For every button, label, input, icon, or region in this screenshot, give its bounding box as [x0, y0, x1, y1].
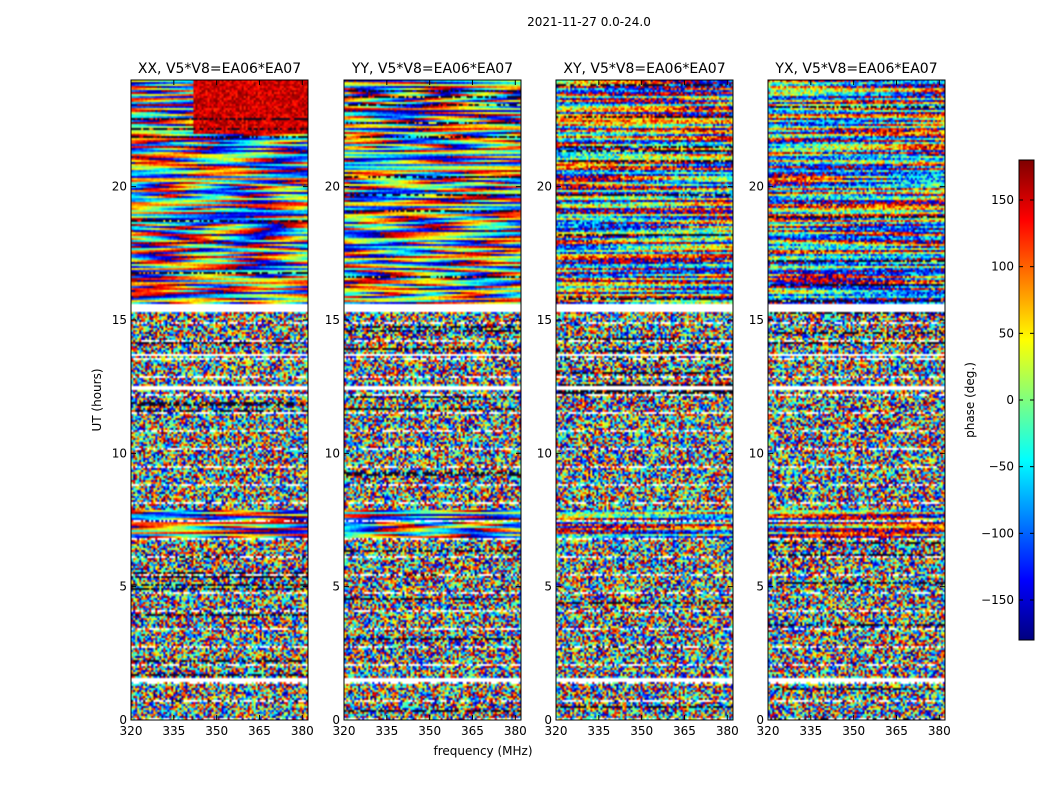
x-tick-label: 335 [375, 724, 398, 738]
panel-title-yx: YX, V5*V8=EA06*EA07 [774, 61, 937, 77]
x-tick-label: 335 [162, 724, 185, 738]
x-axis-label: frequency (MHz) [433, 744, 532, 758]
y-tick-label: 20 [537, 180, 552, 194]
panel-frame [130, 79, 309, 721]
y-tick-label: 0 [332, 713, 340, 727]
panel-frame [343, 79, 522, 721]
panels: XX, V5*V8=EA06*EA07 320 335 350 365 380 0 5 10 15… [112, 61, 951, 738]
panel-yx: YX, V5*V8=EA06*EA07 320 335 350 365 380 0 5 10 15… [749, 61, 951, 738]
x-tick-label: 335 [799, 724, 822, 738]
x-tick-label: 320 [333, 724, 356, 738]
x-tick-label: 365 [461, 724, 484, 738]
colorbar-tick-label: 50 [999, 326, 1014, 340]
colorbar-tick-label: 100 [991, 260, 1014, 274]
y-tick-label: 0 [756, 713, 764, 727]
x-tick-label: 335 [587, 724, 610, 738]
colorbar-tick-label: −100 [981, 526, 1014, 540]
colorbar-tick-label: −50 [989, 460, 1014, 474]
y-tick-label: 5 [332, 580, 340, 594]
y-tick-label: 20 [112, 180, 127, 194]
x-tick-label: 380 [504, 724, 527, 738]
x-tick-label: 380 [716, 724, 739, 738]
panel-frame [767, 79, 946, 721]
x-tick-label: 320 [120, 724, 143, 738]
x-tick-label: 320 [757, 724, 780, 738]
heatmap-xy [556, 80, 733, 720]
y-tick-label: 15 [749, 313, 764, 327]
y-tick-label: 10 [112, 446, 127, 460]
y-tick-label: 0 [544, 713, 552, 727]
y-tick-label: 15 [112, 313, 127, 327]
panel-title-xy: XY, V5*V8=EA06*EA07 [563, 61, 725, 77]
colorbar-tick-label: −150 [981, 593, 1014, 607]
colorbar-tick-label: 150 [991, 193, 1014, 207]
x-tick-label: 350 [418, 724, 441, 738]
heatmap-yx [768, 80, 945, 720]
colorbar: −150 −100 −50 0 50 100 150 [981, 159, 1035, 641]
heatmap-yy [344, 80, 521, 720]
panel-yy: YY, V5*V8=EA06*EA07 320 335 350 365 380 0 5 10 15… [325, 61, 527, 738]
x-tick-label: 365 [885, 724, 908, 738]
y-tick-label: 0 [119, 713, 127, 727]
panel-title-yy: YY, V5*V8=EA06*EA07 [351, 61, 513, 77]
y-tick-label: 20 [749, 180, 764, 194]
y-tick-label: 15 [537, 313, 552, 327]
y-tick-label: 20 [325, 180, 340, 194]
colorbar-label: phase (deg.) [963, 362, 977, 438]
x-tick-label: 365 [673, 724, 696, 738]
y-tick-label: 5 [119, 580, 127, 594]
y-tick-label: 15 [325, 313, 340, 327]
x-tick-label: 380 [291, 724, 314, 738]
heatmap-xx [131, 80, 308, 720]
y-tick-label: 10 [325, 446, 340, 460]
x-tick-label: 380 [928, 724, 951, 738]
x-tick-label: 350 [842, 724, 865, 738]
y-tick-label: 10 [749, 446, 764, 460]
panel-frame [555, 79, 734, 721]
x-tick-label: 350 [205, 724, 228, 738]
x-tick-label: 365 [248, 724, 271, 738]
y-tick-label: 5 [756, 580, 764, 594]
panel-title-xx: XX, V5*V8=EA06*EA07 [138, 61, 301, 77]
x-tick-label: 350 [630, 724, 653, 738]
panel-xy: XY, V5*V8=EA06*EA07 320 335 350 365 380 0 5 10 15… [537, 61, 739, 738]
y-tick-label: 5 [544, 580, 552, 594]
colorbar-tick-label: 0 [1006, 393, 1014, 407]
suptitle: 2021-11-27 0.0-24.0 [527, 15, 651, 29]
y-axis-label: UT (hours) [90, 368, 104, 431]
x-tick-label: 320 [545, 724, 568, 738]
y-tick-label: 10 [537, 446, 552, 460]
panel-xx: XX, V5*V8=EA06*EA07 320 335 350 365 380 0 5 10 15… [112, 61, 314, 738]
